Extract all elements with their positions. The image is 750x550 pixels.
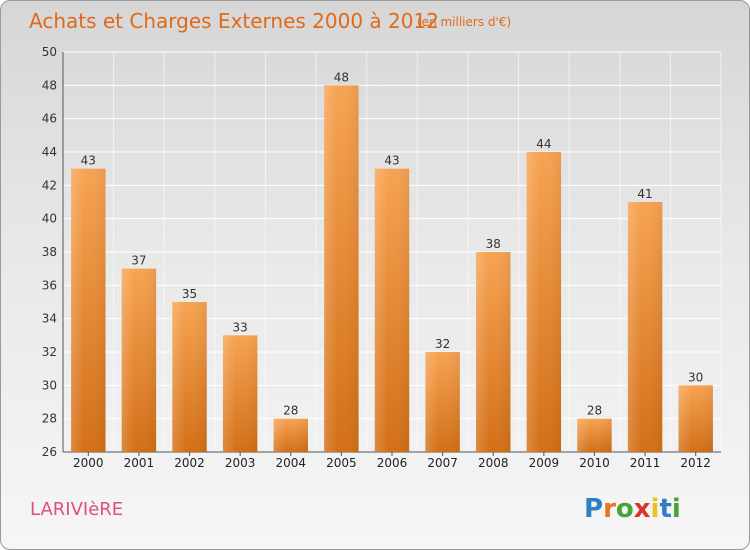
x-tick-label: 2012 [680,456,711,470]
data-label: 35 [182,287,197,301]
bar-shine [172,302,207,452]
x-tick-label: 2005 [326,456,357,470]
x-tick-label: 2002 [174,456,205,470]
bar-shine [121,268,157,452]
y-tick-label: 50 [42,45,57,59]
data-label: 44 [536,137,551,151]
bar-shine [324,85,359,452]
chart-title: Achats et Charges Externes 2000 à 2012 [29,9,439,33]
data-label: 38 [486,237,501,251]
y-tick-labels: 26 28 30 32 34 36 38 40 42 44 46 48 50 [42,45,57,459]
proxiti-logo: Proxiti [584,494,681,524]
bar-shine [627,202,663,452]
y-tick-label: 38 [42,245,57,259]
brand-name: Proxiti [584,494,681,524]
x-tick-label: 2008 [478,456,509,470]
data-label: 43 [384,154,399,168]
data-label: 33 [233,320,248,334]
bar-shine [273,418,308,452]
bar-shine [222,335,258,452]
x-tick-label: 2004 [275,456,306,470]
bar-shine [476,252,511,452]
y-tick-label: 36 [42,278,57,292]
y-tick-label: 46 [42,112,57,126]
x-tick-label: 2009 [529,456,560,470]
data-label: 28 [587,404,602,418]
y-tick-label: 42 [42,178,57,192]
x-tick-label: 2010 [579,456,610,470]
data-label: 32 [435,337,450,351]
x-tick-label: 2006 [377,456,408,470]
data-label: 43 [81,154,96,168]
bar-shine [678,385,713,452]
x-tick-label: 2000 [73,456,104,470]
data-label: 48 [334,70,349,84]
x-tick-label: 2003 [225,456,256,470]
x-tick-label: 2007 [427,456,458,470]
y-tick-label: 26 [42,445,57,459]
bar-shine [425,352,460,452]
commune-name: LARIVIèRE [30,499,123,520]
data-label: 30 [688,370,703,384]
chart-subtitle: (en milliers d'€) [417,15,511,29]
bar-shine [71,168,106,452]
x-tick-label: 2001 [124,456,155,470]
data-label: 28 [283,404,298,418]
x-tick-labels: 2000 2001 2002 2003 2004 2005 2006 2007 2008 2009… [73,456,711,470]
x-tick-label: 2011 [630,456,661,470]
y-tick-label: 48 [42,78,57,92]
bar-shine [526,152,562,452]
data-label: 37 [131,254,146,268]
bar-shine [577,418,612,452]
y-tick-label: 28 [42,412,57,426]
bars [71,85,713,452]
y-tick-label: 32 [42,345,57,359]
y-tick-label: 30 [42,378,57,392]
y-tick-label: 44 [42,145,57,159]
y-tick-label: 40 [42,212,57,226]
bar-shine [374,168,410,452]
data-label: 41 [637,187,652,201]
y-tick-label: 34 [42,312,57,326]
data-labels: 43 37 35 33 28 48 43 32 38 44 28 41 30 [81,70,704,417]
